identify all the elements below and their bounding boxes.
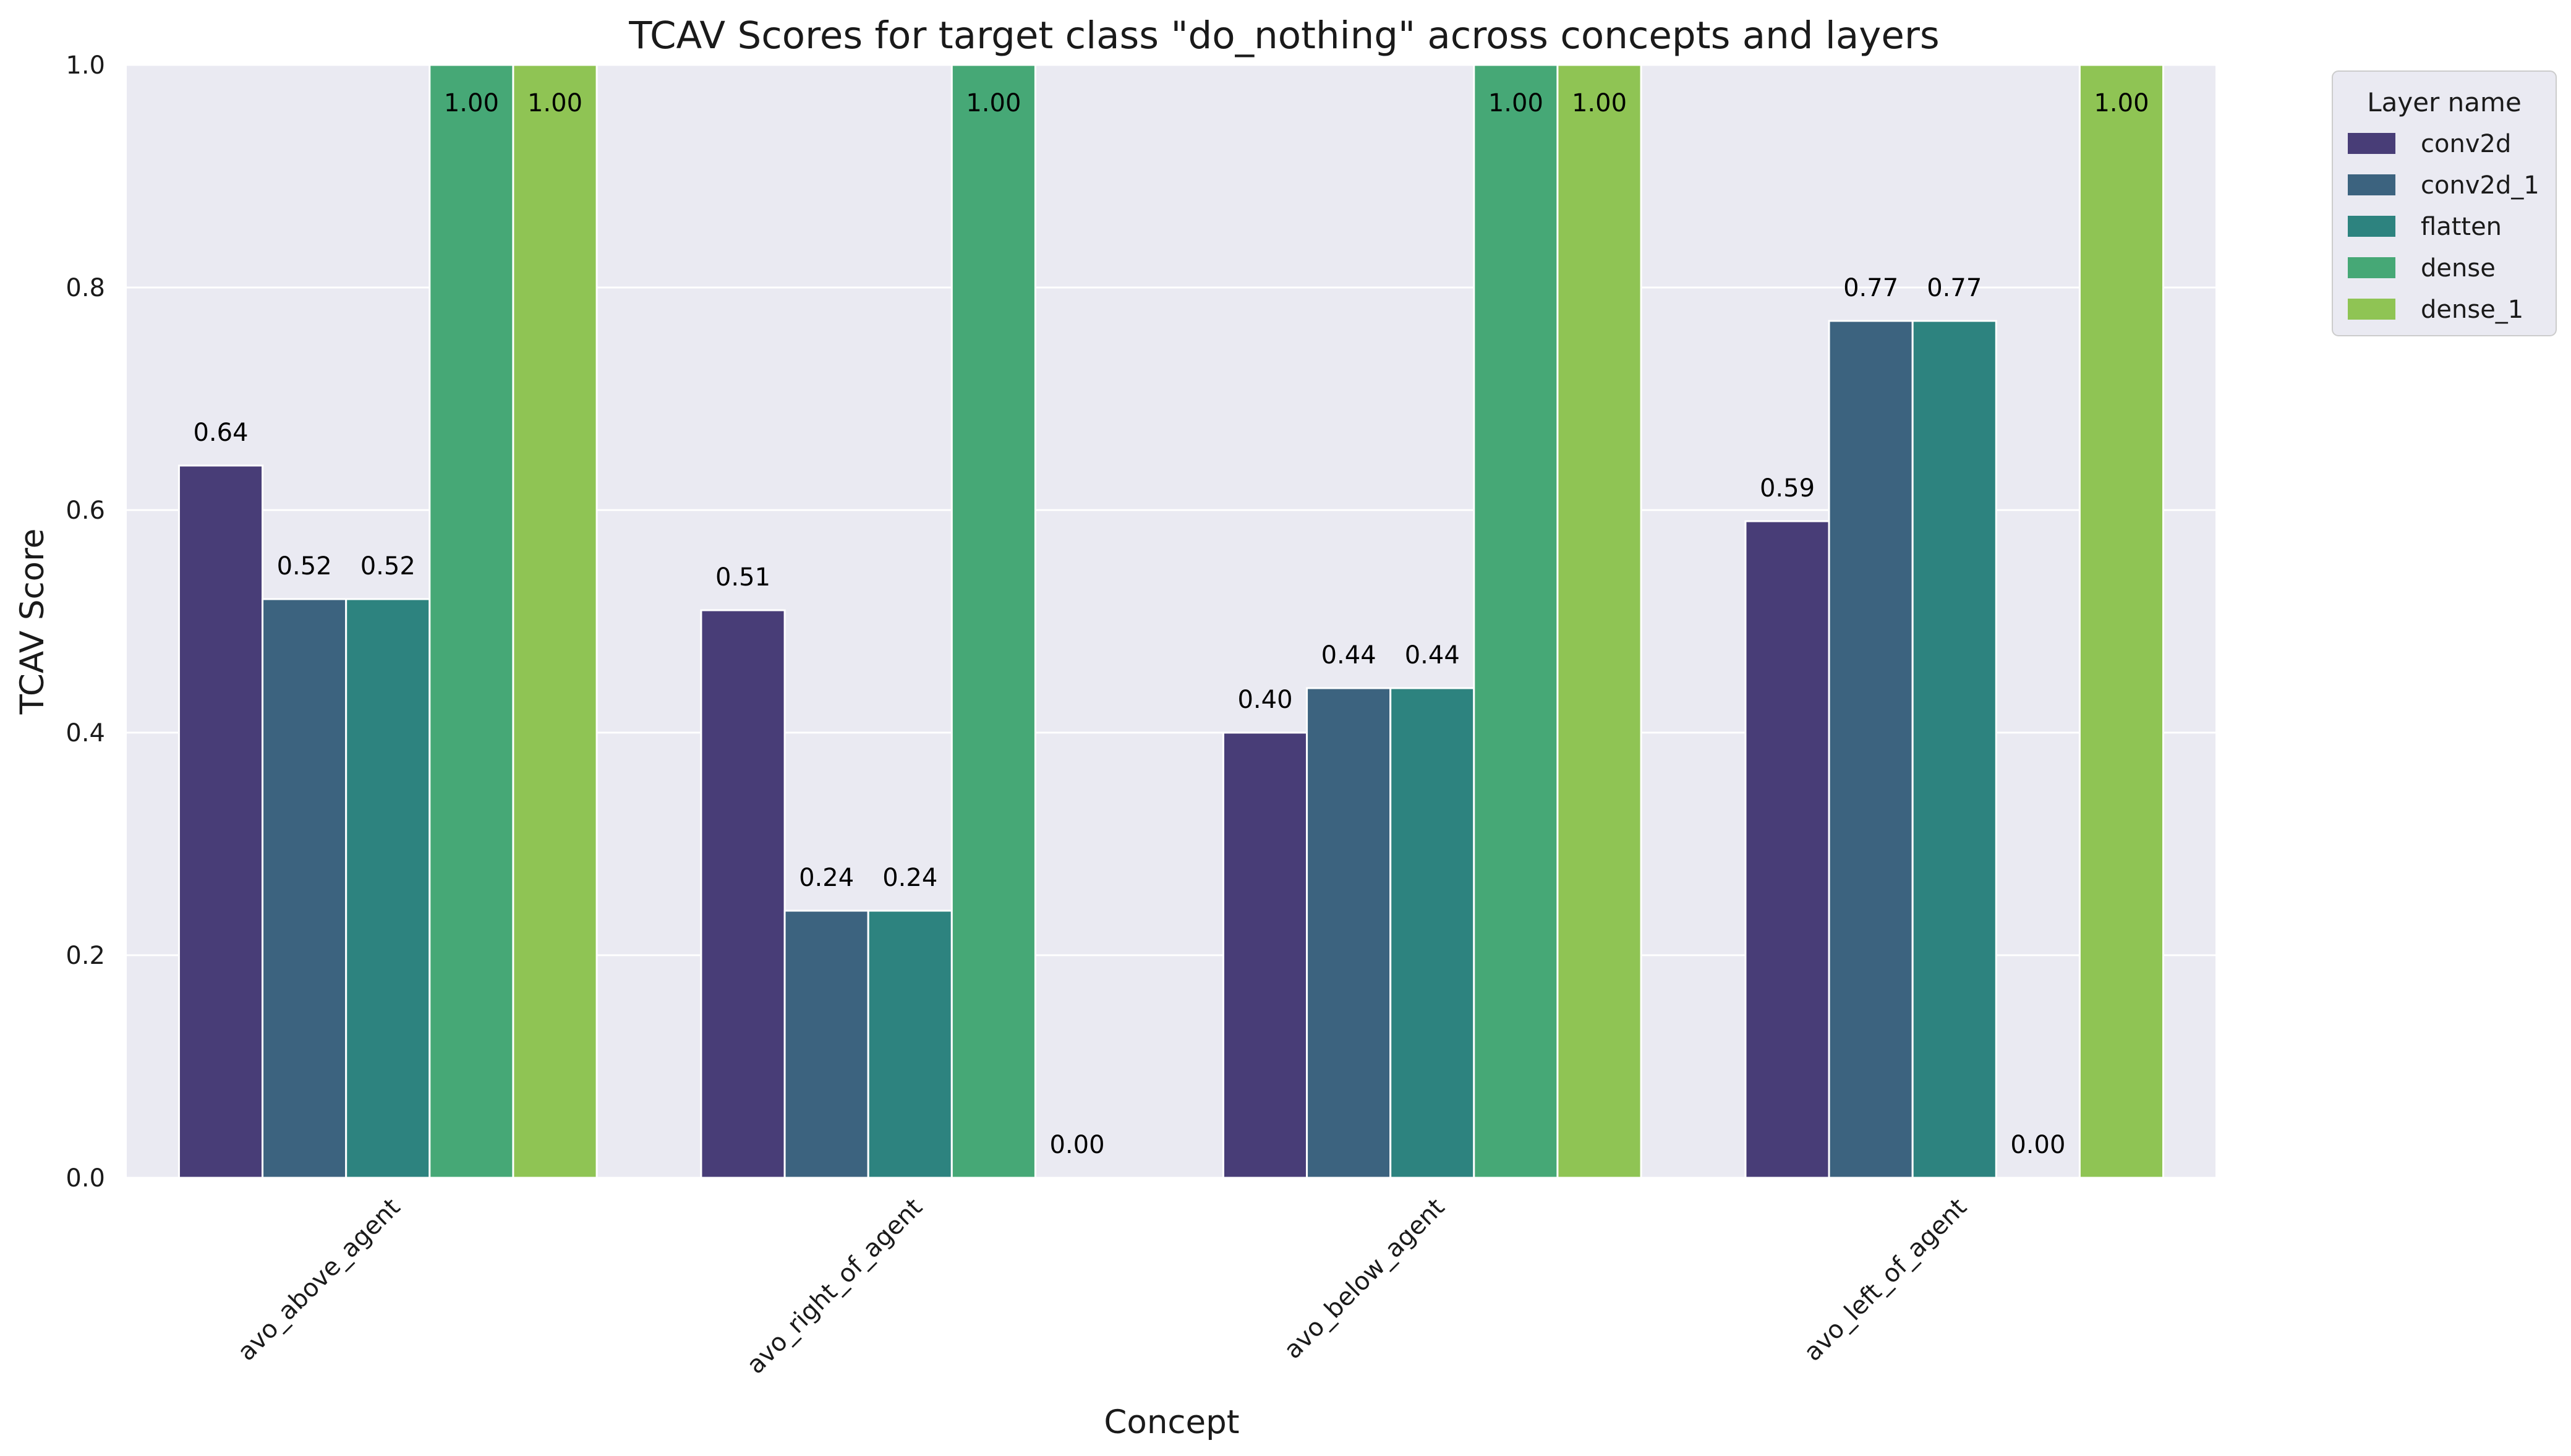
bar-conv2d-avo_above_agent bbox=[177, 464, 264, 1179]
bar-value-label: 0.40 bbox=[1237, 686, 1292, 714]
bar-conv2d-avo_right_of_agent bbox=[700, 609, 786, 1179]
bar-value-label: 0.44 bbox=[1321, 641, 1376, 670]
legend-swatch-conv2d_1 bbox=[2348, 174, 2395, 195]
y-tick-label: 1.0 bbox=[66, 51, 105, 80]
bar-dense_1-avo_below_agent bbox=[1556, 64, 1642, 1179]
y-tick-label: 0.0 bbox=[66, 1164, 105, 1193]
legend-swatch-dense_1 bbox=[2348, 299, 2395, 320]
bar-value-label: 0.51 bbox=[715, 563, 770, 592]
bar-value-label: 1.00 bbox=[966, 89, 1021, 117]
bar-value-label: 0.59 bbox=[1760, 474, 1815, 503]
x-tick-label: avo_above_agent bbox=[232, 1193, 406, 1367]
bar-value-label: 1.00 bbox=[1572, 89, 1627, 117]
bar-conv2d_1-avo_below_agent bbox=[1306, 687, 1392, 1179]
bar-value-label: 1.00 bbox=[1488, 89, 1543, 117]
y-tick-label: 0.4 bbox=[66, 719, 105, 747]
bars-group bbox=[177, 64, 2165, 1179]
bar-value-label: 0.77 bbox=[1927, 274, 1982, 302]
y-axis-label: TCAV Score bbox=[14, 529, 51, 715]
bar-value-label: 0.00 bbox=[1049, 1131, 1104, 1159]
legend-title: Layer name bbox=[2367, 87, 2522, 117]
legend-label-conv2d: conv2d bbox=[2421, 130, 2511, 158]
bar-value-label: 0.52 bbox=[277, 552, 332, 581]
legend-label-conv2d_1: conv2d_1 bbox=[2421, 171, 2539, 200]
bar-conv2d_1-avo_left_of_agent bbox=[1828, 320, 1914, 1179]
bar-flatten-avo_below_agent bbox=[1389, 687, 1475, 1179]
bar-dense-avo_right_of_agent bbox=[950, 64, 1036, 1179]
bar-value-label: 1.00 bbox=[527, 89, 582, 117]
bar-value-label: 1.00 bbox=[444, 89, 499, 117]
chart-title: TCAV Scores for target class "do_nothing… bbox=[628, 14, 1939, 57]
x-tick-label: avo_right_of_agent bbox=[741, 1193, 928, 1380]
bar-dense-avo_below_agent bbox=[1473, 64, 1559, 1179]
bar-value-label: 0.44 bbox=[1405, 641, 1460, 670]
bar-conv2d_1-avo_right_of_agent bbox=[783, 909, 869, 1179]
bar-dense_1-avo_above_agent bbox=[512, 64, 598, 1179]
bar-flatten-avo_above_agent bbox=[345, 598, 431, 1179]
bar-conv2d-avo_below_agent bbox=[1222, 731, 1308, 1179]
bar-value-label: 0.24 bbox=[799, 864, 854, 892]
legend-swatch-dense bbox=[2348, 257, 2395, 278]
bar-labels-group: 0.64 0.52 0.52 1.00 1.00 0.51 0.24 0.24 1.00 0.00… bbox=[193, 89, 2149, 1159]
bar-dense_1-avo_left_of_agent bbox=[2078, 64, 2165, 1179]
bar-flatten-avo_left_of_agent bbox=[1911, 320, 1997, 1179]
legend-swatch-conv2d bbox=[2348, 133, 2395, 154]
bar-value-label: 0.24 bbox=[882, 864, 937, 892]
bar-conv2d-avo_left_of_agent bbox=[1744, 520, 1830, 1179]
y-tick-label: 0.2 bbox=[66, 942, 105, 970]
legend-label-flatten: flatten bbox=[2421, 213, 2502, 241]
x-tick-label: avo_below_agent bbox=[1279, 1193, 1451, 1365]
x-axis-label: Concept bbox=[1104, 1403, 1239, 1441]
x-tick-labels: avo_above_agent avo_right_of_agent avo_bel… bbox=[232, 1193, 1972, 1380]
legend-swatch-flatten bbox=[2348, 216, 2395, 237]
bar-value-label: 0.52 bbox=[360, 552, 416, 581]
bar-value-label: 0.00 bbox=[2010, 1131, 2065, 1159]
bar-conv2d_1-avo_above_agent bbox=[262, 598, 347, 1179]
legend-label-dense_1: dense_1 bbox=[2421, 296, 2523, 324]
y-tick-labels: 0.0 0.2 0.4 0.6 0.8 1.0 bbox=[66, 51, 105, 1193]
x-tick-label: avo_left_of_agent bbox=[1799, 1193, 1972, 1367]
bar-flatten-avo_right_of_agent bbox=[867, 909, 953, 1179]
bar-value-label: 0.77 bbox=[1843, 274, 1898, 302]
bar-value-label: 0.64 bbox=[193, 419, 248, 447]
bar-dense-avo_above_agent bbox=[428, 64, 514, 1179]
y-tick-label: 0.8 bbox=[66, 274, 105, 302]
y-tick-label: 0.6 bbox=[66, 496, 105, 525]
legend-label-dense: dense bbox=[2421, 254, 2496, 283]
bar-value-label: 1.00 bbox=[2094, 89, 2149, 117]
